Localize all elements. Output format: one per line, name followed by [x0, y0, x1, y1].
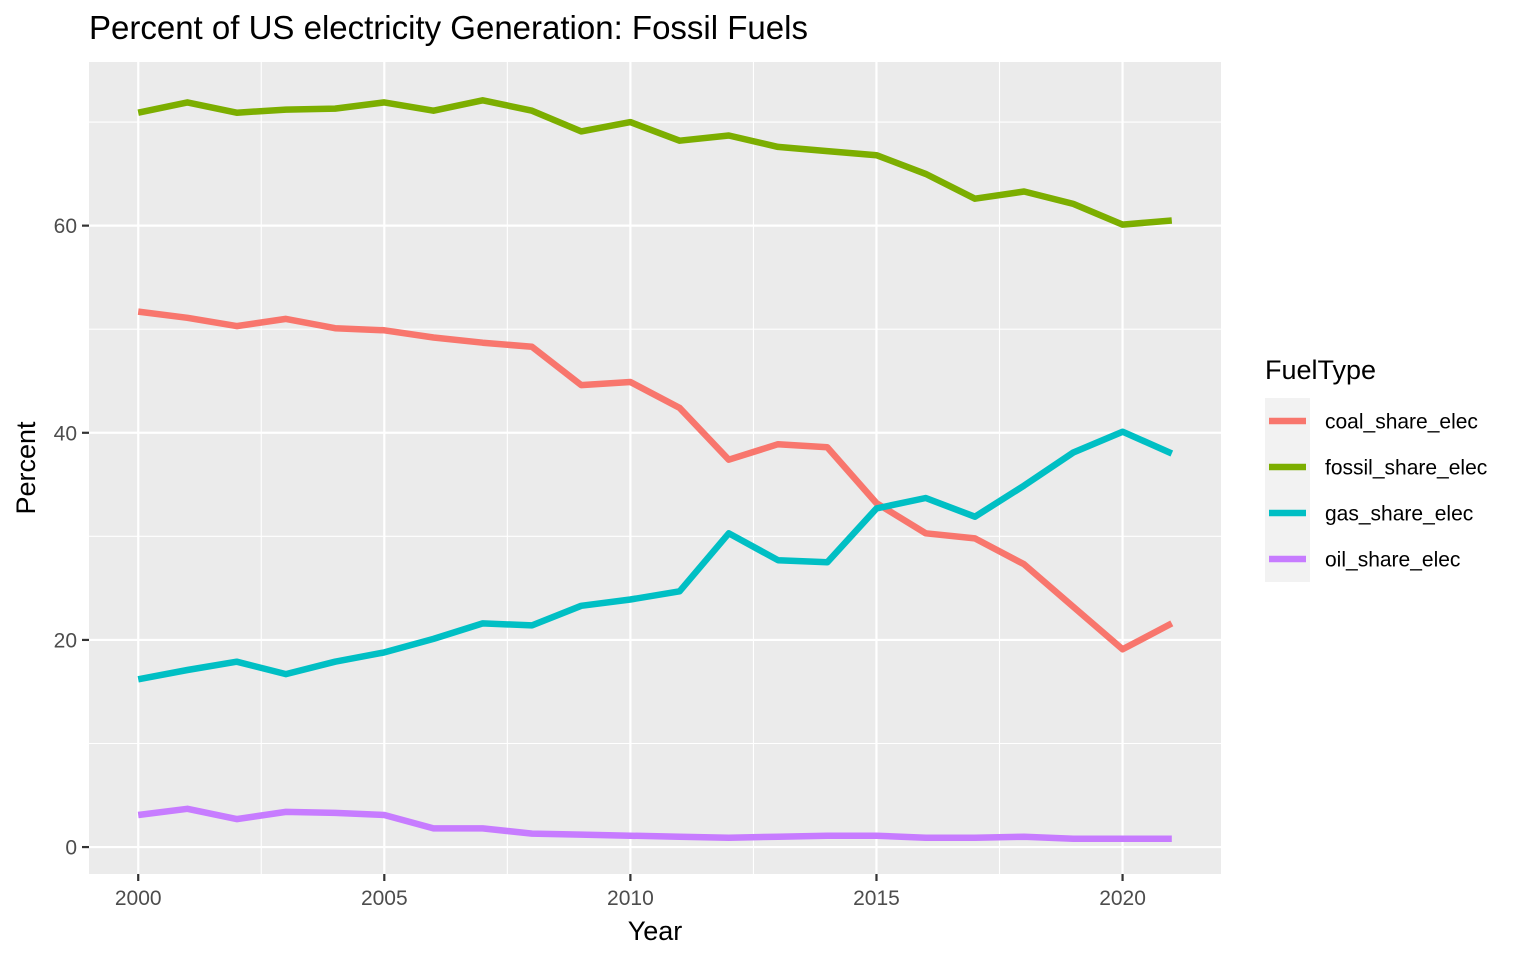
series-line-coal_share_elec — [137, 308, 1174, 653]
series-line-gas_share_elec — [137, 428, 1174, 683]
x-tick-label: 2015 — [853, 887, 900, 910]
x-tick-label: 2020 — [1099, 887, 1146, 910]
x-tick-label: 2000 — [115, 887, 162, 910]
plot-panel — [89, 62, 1221, 874]
y-tick-label: 60 — [54, 215, 77, 238]
y-tick-label: 20 — [54, 629, 77, 652]
legend: FuelType coal_share_elec fossil_share_ele… — [1265, 355, 1487, 582]
legend-label-gas_share_elec: gas_share_elec — [1325, 503, 1473, 526]
series-line-fossil_share_elec — [137, 97, 1173, 228]
series-line-oil_share_elec — [137, 805, 1172, 843]
x-axis-title: Year — [628, 916, 683, 946]
x-axis: 2000 2005 2010 2015 2020 — [115, 874, 1146, 910]
y-axis-title: Percent — [11, 421, 41, 515]
legend-label-fossil_share_elec: fossil_share_elec — [1325, 457, 1487, 480]
major-gridlines — [89, 62, 1221, 874]
y-tick-label: 0 — [65, 837, 77, 860]
y-tick-label: 40 — [54, 422, 77, 445]
legend-label-coal_share_elec: coal_share_elec — [1325, 411, 1478, 434]
series-lines — [137, 97, 1174, 843]
y-axis: 0 20 40 60 — [54, 215, 89, 860]
chart-title: Percent of US electricity Generation: Fo… — [89, 9, 808, 46]
x-tick-label: 2005 — [361, 887, 408, 910]
legend-title: FuelType — [1265, 355, 1376, 385]
legend-label-oil_share_elec: oil_share_elec — [1325, 549, 1460, 572]
x-tick-label: 2010 — [607, 887, 654, 910]
